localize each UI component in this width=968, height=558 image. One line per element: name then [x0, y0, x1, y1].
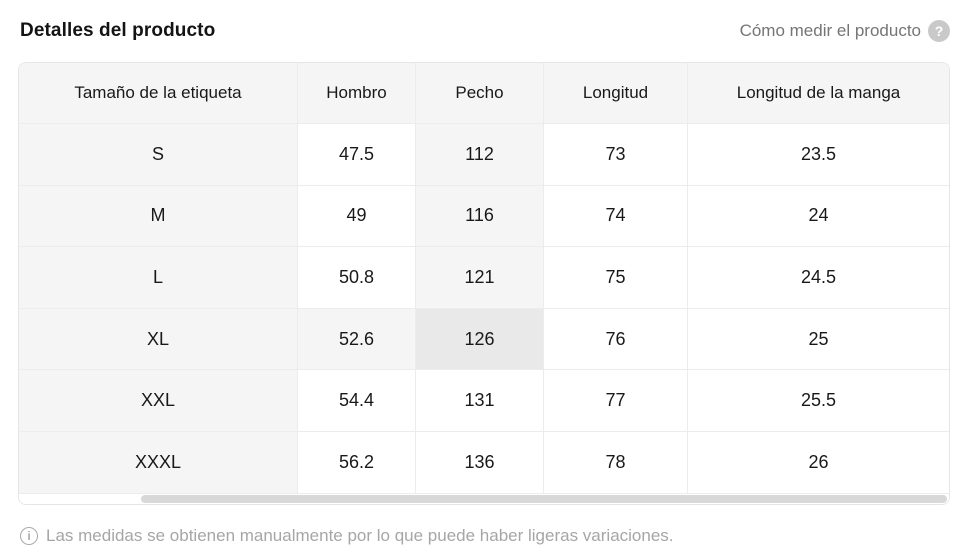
measure-cell[interactable]: 25.5 — [688, 370, 949, 432]
measure-cell[interactable]: 112 — [416, 124, 544, 186]
measure-cell[interactable]: 73 — [544, 124, 688, 186]
footer-note-text: Las medidas se obtienen manualmente por … — [46, 525, 674, 545]
column-header-chest: Pecho — [416, 63, 544, 124]
measure-cell[interactable]: 47.5 — [298, 124, 416, 186]
size-label-cell[interactable]: XL — [19, 308, 298, 371]
measure-cell[interactable]: 50.8 — [298, 247, 416, 309]
table-row: S 47.5 112 73 23.5 — [19, 124, 949, 186]
table-row: XL 52.6 126 76 25 — [19, 308, 949, 371]
table-row: XXXL 56.2 136 78 26 — [19, 431, 949, 494]
measure-cell[interactable]: 24.5 — [688, 247, 949, 309]
measure-cell[interactable]: 54.4 — [298, 370, 416, 432]
table-row: L 50.8 121 75 24.5 — [19, 247, 949, 309]
page-title: Detalles del producto — [20, 20, 216, 41]
horizontal-scrollbar-track[interactable] — [19, 493, 949, 504]
table-header-row: Tamaño de la etiqueta Hombro Pecho Longi… — [19, 63, 949, 124]
table-row: XXL 54.4 131 77 25.5 — [19, 370, 949, 432]
size-table: Tamaño de la etiqueta Hombro Pecho Longi… — [18, 62, 950, 505]
size-label-cell[interactable]: XXL — [19, 370, 298, 432]
panel-header: Detalles del producto Cómo medir el prod… — [18, 13, 950, 49]
info-icon: i — [20, 526, 38, 545]
table-row: M 49 116 74 24 — [19, 185, 949, 248]
size-label-cell[interactable]: XXXL — [19, 431, 298, 494]
help-question-icon[interactable]: ? — [928, 20, 950, 42]
horizontal-scrollbar-thumb[interactable] — [141, 494, 947, 503]
measure-cell[interactable]: 116 — [416, 185, 544, 248]
measure-cell[interactable]: 24 — [688, 185, 949, 248]
how-to-measure-link[interactable]: Cómo medir el producto ? — [740, 20, 950, 42]
size-label-cell[interactable]: M — [19, 185, 298, 248]
size-label-cell[interactable]: S — [19, 124, 298, 186]
measure-cell[interactable]: 121 — [416, 247, 544, 309]
measure-cell-selected[interactable]: 126 — [416, 308, 544, 371]
column-header-sleeve-length: Longitud de la manga — [688, 63, 949, 124]
measure-cell[interactable]: 25 — [688, 308, 949, 371]
how-to-measure-label: Cómo medir el producto — [739, 21, 921, 40]
measure-cell[interactable]: 131 — [416, 370, 544, 432]
measure-cell[interactable]: 23.5 — [688, 124, 949, 186]
measure-cell[interactable]: 78 — [544, 431, 688, 494]
measure-cell[interactable]: 52.6 — [298, 308, 416, 371]
measure-cell[interactable]: 136 — [416, 431, 544, 494]
column-header-label-size: Tamaño de la etiqueta — [19, 63, 298, 124]
footer-note: i Las medidas se obtienen manualmente po… — [20, 526, 950, 546]
measure-cell[interactable]: 77 — [544, 370, 688, 432]
measure-cell[interactable]: 76 — [544, 308, 688, 371]
measure-cell[interactable]: 56.2 — [298, 431, 416, 494]
measure-cell[interactable]: 26 — [688, 431, 949, 494]
measure-cell[interactable]: 74 — [544, 185, 688, 248]
measure-cell[interactable]: 49 — [298, 185, 416, 248]
column-header-shoulder: Hombro — [298, 63, 416, 124]
measure-cell[interactable]: 75 — [544, 247, 688, 309]
column-header-length: Longitud — [544, 63, 688, 124]
product-details-panel: Detalles del producto Cómo medir el prod… — [18, 13, 950, 546]
size-label-cell[interactable]: L — [19, 247, 298, 309]
